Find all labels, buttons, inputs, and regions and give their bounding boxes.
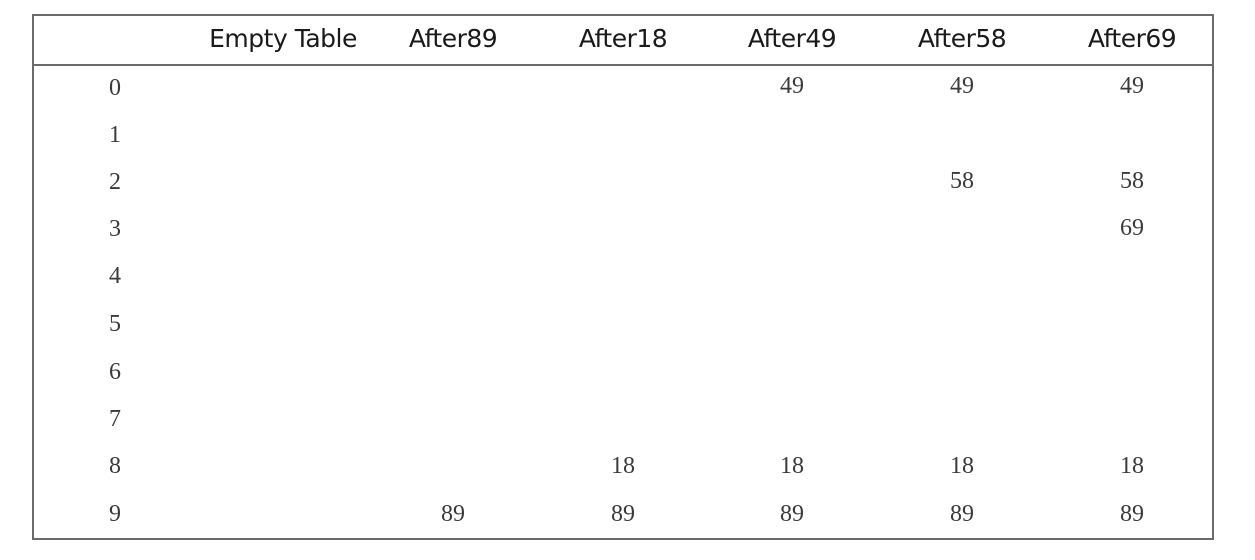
column-header-empty-table: Empty Table xyxy=(209,24,357,53)
table-cell: 49 xyxy=(950,73,974,99)
table-cell: 89 xyxy=(950,501,974,527)
row-label-6: 6 xyxy=(109,359,121,385)
table-cell: 69 xyxy=(1120,215,1144,241)
table-cell: 18 xyxy=(611,453,635,479)
table-cell: 89 xyxy=(611,501,635,527)
table-cell: 58 xyxy=(1120,168,1144,194)
row-label-9: 9 xyxy=(109,501,121,527)
column-header-after69: After69 xyxy=(1087,24,1177,53)
column-header-after58: After58 xyxy=(917,24,1007,53)
header-divider xyxy=(32,64,1214,66)
table-cell: 18 xyxy=(1120,453,1144,479)
column-header-after49: After49 xyxy=(747,24,837,53)
row-label-7: 7 xyxy=(109,406,121,432)
row-label-0: 0 xyxy=(109,75,121,101)
column-header-after18: After18 xyxy=(578,24,668,53)
table-frame xyxy=(32,14,1214,540)
table-cell: 89 xyxy=(1120,501,1144,527)
row-label-5: 5 xyxy=(109,311,121,337)
table-cell: 18 xyxy=(950,453,974,479)
table-cell: 89 xyxy=(441,501,465,527)
row-label-3: 3 xyxy=(109,216,121,242)
row-label-8: 8 xyxy=(109,453,121,479)
table-cell: 89 xyxy=(780,501,804,527)
table-cell: 58 xyxy=(950,168,974,194)
row-label-1: 1 xyxy=(109,122,121,148)
table-cell: 49 xyxy=(780,73,804,99)
table-cell: 18 xyxy=(780,453,804,479)
row-label-4: 4 xyxy=(109,263,121,289)
table-cell: 49 xyxy=(1120,73,1144,99)
row-label-2: 2 xyxy=(109,169,121,195)
column-header-after89: After89 xyxy=(408,24,498,53)
